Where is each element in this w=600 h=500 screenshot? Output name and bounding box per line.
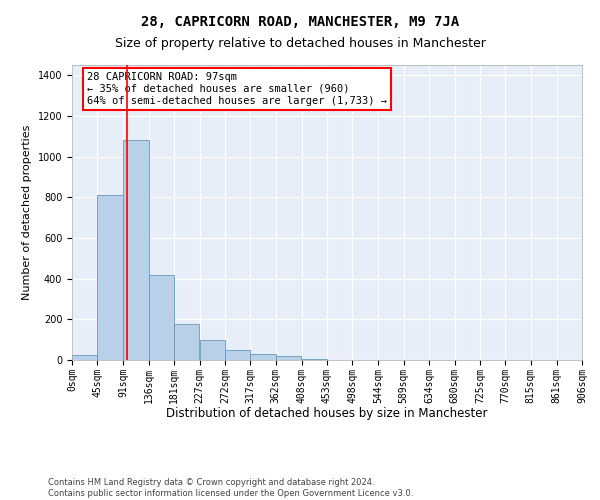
Bar: [225, 350, 250, 360]
Bar: [72, 355, 97, 360]
Bar: [302, 359, 327, 360]
Bar: [149, 274, 174, 360]
Y-axis label: Number of detached properties: Number of detached properties: [22, 125, 32, 300]
Text: 28 CAPRICORN ROAD: 97sqm
← 35% of detached houses are smaller (960)
64% of semi-: 28 CAPRICORN ROAD: 97sqm ← 35% of detach…: [88, 72, 388, 106]
Text: Size of property relative to detached houses in Manchester: Size of property relative to detached ho…: [115, 38, 485, 51]
Bar: [276, 356, 301, 360]
Text: 28, CAPRICORN ROAD, MANCHESTER, M9 7JA: 28, CAPRICORN ROAD, MANCHESTER, M9 7JA: [141, 15, 459, 29]
Bar: [123, 140, 149, 360]
Bar: [250, 354, 276, 360]
X-axis label: Distribution of detached houses by size in Manchester: Distribution of detached houses by size …: [166, 407, 488, 420]
Text: Contains HM Land Registry data © Crown copyright and database right 2024.
Contai: Contains HM Land Registry data © Crown c…: [48, 478, 413, 498]
Bar: [174, 324, 199, 360]
Bar: [200, 340, 225, 360]
Bar: [97, 195, 122, 360]
